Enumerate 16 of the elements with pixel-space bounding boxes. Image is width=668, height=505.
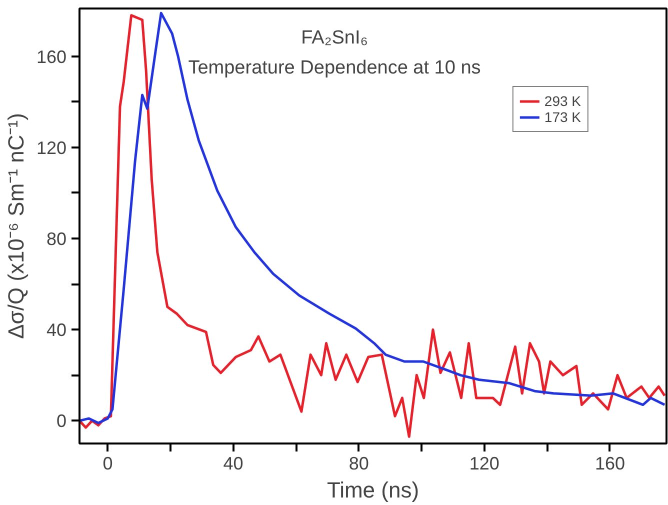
x-tick-label: 40 bbox=[223, 454, 244, 474]
text: Temperature Dependence at 10 ns bbox=[188, 58, 481, 78]
x-tick-label: 0 bbox=[102, 454, 113, 474]
y-tick-label: 120 bbox=[36, 138, 67, 158]
y-tick-label: 40 bbox=[46, 320, 67, 340]
y-tick-label: 80 bbox=[46, 229, 67, 250]
y-axis-title: Δσ/Q (x10⁻⁶ Sm⁻¹ nC⁻¹) bbox=[3, 113, 28, 339]
legend-label: 173 K bbox=[544, 109, 581, 125]
x-tick-label: 120 bbox=[469, 454, 500, 474]
y-tick-label: 160 bbox=[36, 46, 67, 67]
x-axis-title: Time (ns) bbox=[326, 478, 420, 502]
x-tick-label: 160 bbox=[594, 454, 626, 474]
text: FA₂SnI₆ bbox=[301, 28, 368, 48]
y-tick-label: 0 bbox=[56, 411, 67, 432]
legend-label: 293 K bbox=[544, 93, 581, 109]
x-tick-label: 80 bbox=[348, 454, 369, 474]
